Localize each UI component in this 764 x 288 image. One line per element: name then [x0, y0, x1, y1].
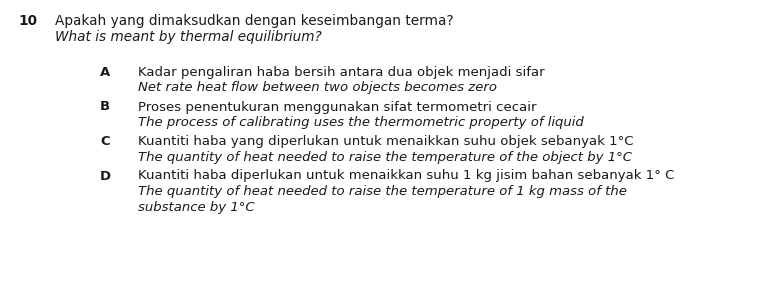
Text: The quantity of heat needed to raise the temperature of the object by 1°C: The quantity of heat needed to raise the… [138, 151, 632, 164]
Text: Proses penentukuran menggunakan sifat termometri cecair: Proses penentukuran menggunakan sifat te… [138, 101, 536, 113]
Text: B: B [100, 101, 110, 113]
Text: Kuantiti haba diperlukan untuk menaikkan suhu 1 kg jisim bahan sebanyak 1° C: Kuantiti haba diperlukan untuk menaikkan… [138, 170, 675, 183]
Text: C: C [100, 135, 109, 148]
Text: Net rate heat flow between two objects becomes zero: Net rate heat flow between two objects b… [138, 82, 497, 94]
Text: substance by 1°C: substance by 1°C [138, 200, 254, 213]
Text: Kuantiti haba yang diperlukan untuk menaikkan suhu objek sebanyak 1°C: Kuantiti haba yang diperlukan untuk mena… [138, 135, 633, 148]
Text: D: D [100, 170, 111, 183]
Text: Apakah yang dimaksudkan dengan keseimbangan terma?: Apakah yang dimaksudkan dengan keseimban… [55, 14, 454, 28]
Text: What is meant by thermal equilibrium?: What is meant by thermal equilibrium? [55, 30, 322, 44]
Text: The process of calibrating uses the thermometric property of liquid: The process of calibrating uses the ther… [138, 116, 584, 129]
Text: A: A [100, 66, 110, 79]
Text: 10: 10 [18, 14, 37, 28]
Text: Kadar pengaliran haba bersih antara dua objek menjadi sifar: Kadar pengaliran haba bersih antara dua … [138, 66, 545, 79]
Text: The quantity of heat needed to raise the temperature of 1 kg mass of the: The quantity of heat needed to raise the… [138, 185, 627, 198]
